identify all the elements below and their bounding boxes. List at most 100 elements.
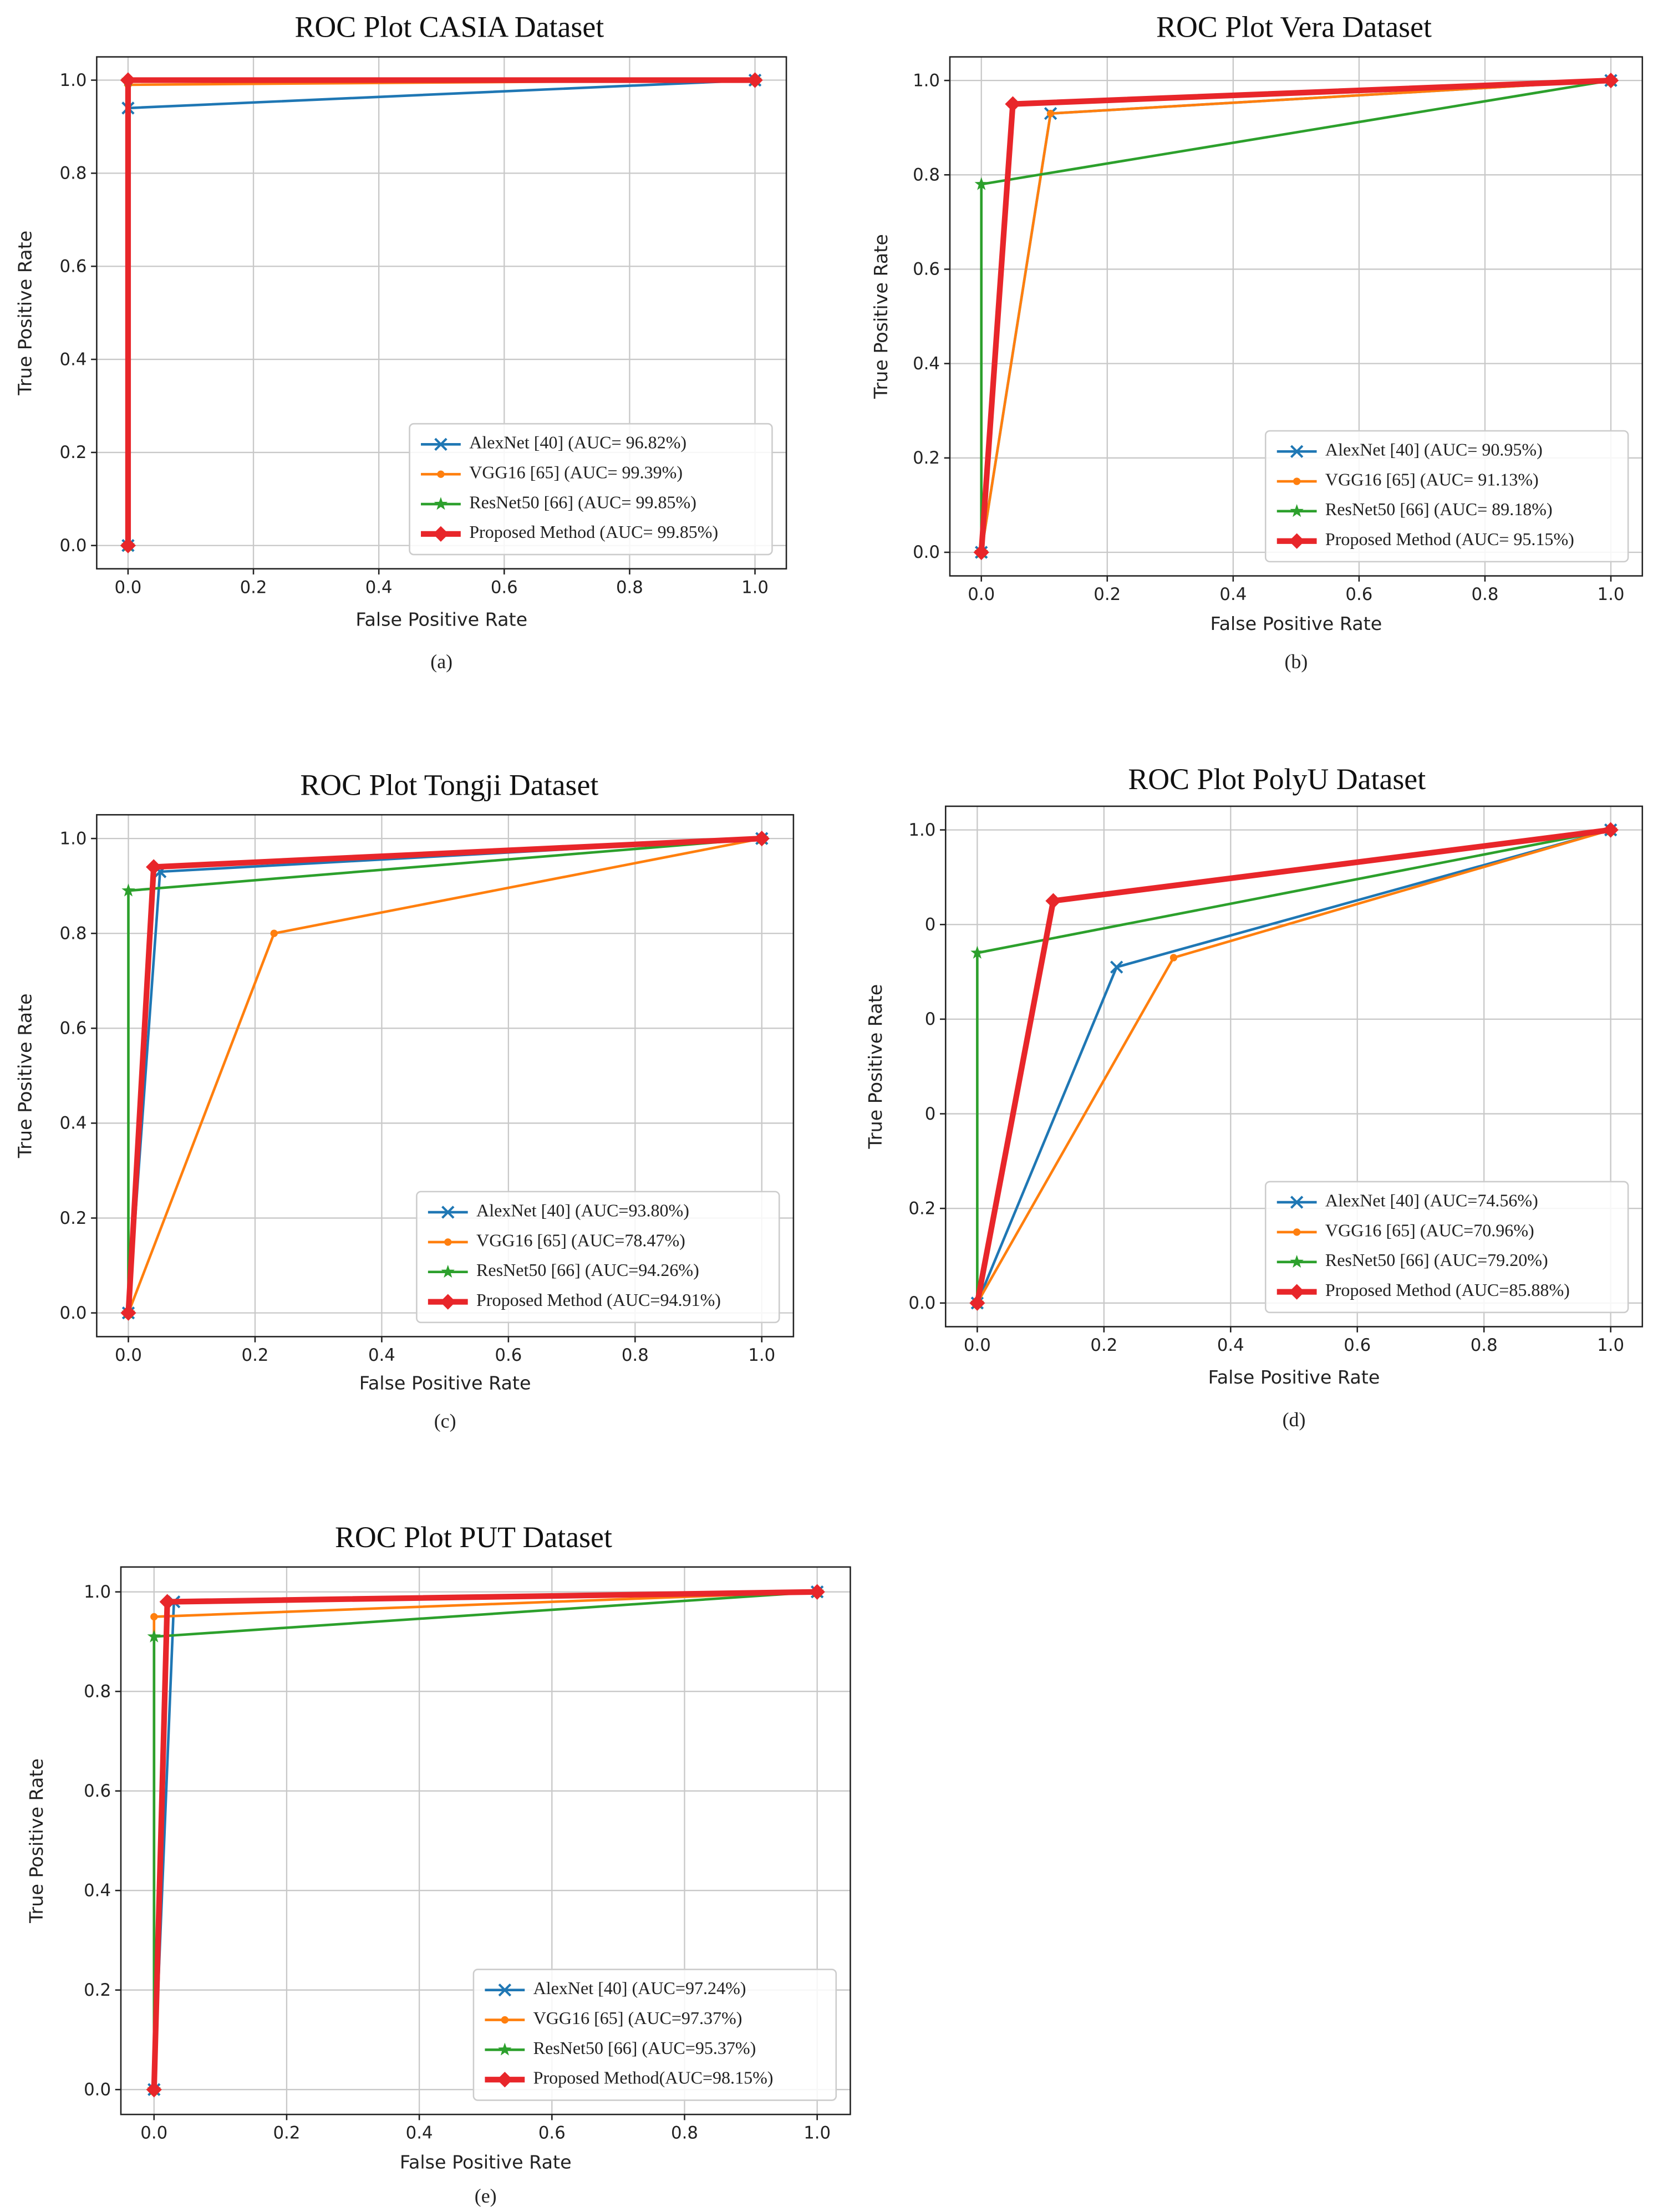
y-tick-label: 1.0 bbox=[913, 70, 940, 90]
chart: ROC Plot Tongji Dataset 0.0 0.2 0.4 0.6 0.8 1.… bbox=[14, 768, 795, 1432]
x-tick-label: 0.2 bbox=[241, 1345, 268, 1365]
x-tick-label: 0.4 bbox=[368, 1345, 395, 1365]
x-tick-label: 1.0 bbox=[741, 577, 769, 597]
legend: AlexNet [40] (AUC=74.56%) VGG16 [65] (AUC… bbox=[1264, 1181, 1629, 1314]
x-tick-label: 0.6 bbox=[495, 1345, 522, 1365]
legend-marker bbox=[1290, 504, 1304, 517]
legend-label: ResNet50 [66] (AUC= 99.85%) bbox=[469, 492, 696, 512]
x-tick-label: 0.2 bbox=[1094, 584, 1121, 604]
legend-marker bbox=[497, 2072, 513, 2088]
legend-label: Proposed Method (AUC= 99.85%) bbox=[469, 522, 718, 542]
y-tick-label: 0.0 bbox=[913, 542, 940, 562]
x-tick-label: 0.8 bbox=[671, 2123, 698, 2143]
legend-box bbox=[472, 1969, 837, 2101]
x-tick-label: 1.0 bbox=[803, 2123, 831, 2143]
plot-frame bbox=[949, 56, 1644, 577]
marker bbox=[1110, 960, 1123, 974]
x-tick-label: 0.4 bbox=[365, 577, 393, 597]
x-axis-label: False Positive Rate bbox=[1208, 1366, 1380, 1388]
y-tick-label: 0.6 bbox=[84, 1781, 111, 1801]
legend-label: AlexNet [40] (AUC=93.80%) bbox=[476, 1200, 689, 1220]
y-tick-label: 0.8 bbox=[60, 164, 87, 184]
x-tick-label: 0.0 bbox=[115, 1345, 142, 1365]
x-tick-label: 1.0 bbox=[748, 1345, 775, 1365]
legend-label: ResNet50 [66] (AUC=95.37%) bbox=[533, 2038, 756, 2058]
marker bbox=[121, 883, 135, 897]
x-tick-label: 0.8 bbox=[616, 577, 643, 597]
y-tick-label: 0.0 bbox=[908, 1293, 935, 1313]
chart-title: ROC Plot PolyU Dataset bbox=[1128, 762, 1426, 796]
legend-marker bbox=[1290, 445, 1304, 458]
legend-marker bbox=[434, 438, 447, 451]
chart: ROC Plot PolyU Dataset 0.0 0.2 0.4 0.6 0.8 1.0… bbox=[864, 762, 1644, 1431]
caption: (c) bbox=[434, 1410, 456, 1432]
y-tick-label: 0 bbox=[925, 1104, 936, 1124]
plot-frame bbox=[120, 1566, 851, 2116]
legend-marker bbox=[498, 1984, 512, 1997]
marker bbox=[970, 945, 984, 959]
legend-box bbox=[416, 1191, 780, 1324]
legend-label: AlexNet [40] (AUC= 96.82%) bbox=[469, 433, 686, 452]
x-tick-label: 0.6 bbox=[1345, 584, 1372, 604]
caption: (e) bbox=[475, 2185, 497, 2207]
x-tick-label: 0.4 bbox=[406, 2123, 433, 2143]
y-tick-label: 0 bbox=[925, 915, 936, 935]
marker bbox=[1005, 96, 1021, 112]
legend-label: ResNet50 [66] (AUC=94.26%) bbox=[476, 1260, 699, 1280]
legend-label: Proposed Method (AUC= 95.15%) bbox=[1325, 529, 1574, 549]
legend-marker bbox=[501, 2016, 509, 2024]
caption: (a) bbox=[430, 650, 452, 673]
marker bbox=[120, 537, 136, 553]
legend-box bbox=[409, 423, 773, 556]
legend-marker bbox=[1290, 1254, 1304, 1268]
marker bbox=[1045, 893, 1061, 909]
y-tick-label: 1.0 bbox=[908, 820, 935, 840]
chart-title: ROC Plot Vera Dataset bbox=[1156, 11, 1432, 44]
x-tick-label: 0.6 bbox=[491, 577, 518, 597]
marker bbox=[747, 72, 763, 88]
x-tick-label: 1.0 bbox=[1598, 584, 1625, 604]
x-tick-label: 0.0 bbox=[114, 577, 141, 597]
x-tick-label: 0.0 bbox=[968, 584, 995, 604]
y-tick-label: 1.0 bbox=[84, 1582, 111, 1602]
marker bbox=[1603, 822, 1619, 838]
marker bbox=[146, 2082, 162, 2098]
legend-marker bbox=[444, 1238, 452, 1246]
x-axis-label: False Positive Rate bbox=[359, 1372, 531, 1394]
legend: AlexNet [40] (AUC= 90.95%) VGG16 [65] (AU… bbox=[1264, 430, 1629, 563]
marker bbox=[1603, 73, 1619, 89]
y-axis-label: True Positive Rate bbox=[14, 231, 35, 396]
chart: ROC Plot Vera Dataset 0.0 0.2 0.4 0.6 0.8 1.0 0… bbox=[870, 11, 1644, 673]
y-axis-label: True Positive Rate bbox=[26, 1758, 47, 1924]
x-tick-label: 0.2 bbox=[240, 577, 267, 597]
legend-marker bbox=[441, 1206, 455, 1219]
y-tick-label: 0.6 bbox=[60, 256, 87, 276]
y-tick-label: 0.6 bbox=[913, 260, 940, 279]
legend-label: Proposed Method(AUC=98.15%) bbox=[533, 2068, 774, 2088]
legend-label: VGG16 [65] (AUC= 91.13%) bbox=[1325, 469, 1539, 489]
legend-label: VGG16 [65] (AUC=78.47%) bbox=[476, 1230, 685, 1250]
y-tick-label: 0 bbox=[925, 1009, 936, 1029]
marker bbox=[270, 929, 278, 937]
legend-box bbox=[1264, 430, 1629, 563]
x-tick-label: 0.6 bbox=[538, 2123, 566, 2143]
y-tick-label: 0.2 bbox=[908, 1198, 935, 1218]
y-tick-label: 0.4 bbox=[913, 354, 940, 374]
y-tick-label: 0.8 bbox=[913, 165, 940, 185]
legend-label: AlexNet [40] (AUC= 90.95%) bbox=[1325, 440, 1543, 460]
x-tick-label: 0.4 bbox=[1217, 1335, 1244, 1355]
legend-marker bbox=[434, 497, 448, 510]
y-tick-label: 0.2 bbox=[84, 1980, 111, 2000]
marker bbox=[146, 859, 162, 875]
x-tick-label: 0.6 bbox=[1344, 1335, 1371, 1355]
marker bbox=[159, 1594, 175, 1610]
chart: ROC Plot PUT Dataset 0.0 0.2 0.4 0.6 0.8 1.0 0.… bbox=[26, 1521, 851, 2207]
legend-label: AlexNet [40] (AUC=74.56%) bbox=[1325, 1190, 1538, 1210]
legend-label: AlexNet [40] (AUC=97.24%) bbox=[533, 1978, 746, 1998]
x-tick-label: 0.2 bbox=[1090, 1335, 1117, 1355]
legend-marker bbox=[1293, 477, 1301, 485]
y-tick-label: 0.0 bbox=[60, 536, 87, 556]
chart: ROC Plot CASIA Dataset 0.0 0.2 0.4 0.6 0.8 1.0… bbox=[14, 11, 787, 673]
y-tick-label: 0.2 bbox=[60, 1208, 87, 1228]
